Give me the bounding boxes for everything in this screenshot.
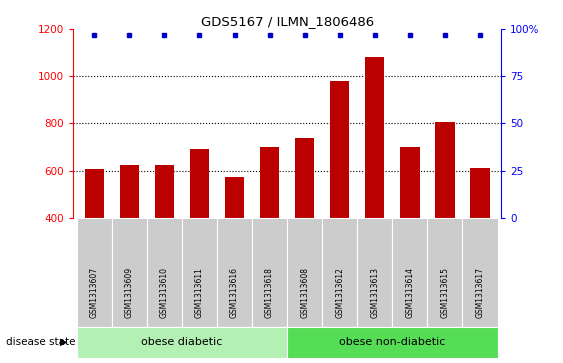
Text: GSM1313616: GSM1313616 <box>230 267 239 318</box>
Bar <box>392 218 427 327</box>
Text: GSM1313610: GSM1313610 <box>160 267 169 318</box>
Bar <box>84 170 104 218</box>
Bar <box>365 57 385 218</box>
Bar <box>77 327 287 358</box>
Bar <box>400 147 419 218</box>
Text: GSM1313607: GSM1313607 <box>90 267 99 318</box>
Text: GSM1313609: GSM1313609 <box>125 267 134 318</box>
Text: disease state: disease state <box>6 337 75 347</box>
Text: ▶: ▶ <box>60 337 68 347</box>
Bar <box>77 218 112 327</box>
Bar <box>462 218 498 327</box>
Bar <box>190 149 209 218</box>
Bar <box>252 218 287 327</box>
Bar <box>120 165 139 218</box>
Text: GSM1313617: GSM1313617 <box>476 267 485 318</box>
Bar <box>330 81 350 218</box>
Text: GSM1313614: GSM1313614 <box>405 267 414 318</box>
Bar <box>147 218 182 327</box>
Bar <box>112 218 147 327</box>
Text: GSM1313618: GSM1313618 <box>265 267 274 318</box>
Bar <box>287 327 498 358</box>
Bar <box>225 176 244 218</box>
Text: GSM1313608: GSM1313608 <box>300 267 309 318</box>
Bar <box>358 218 392 327</box>
Bar <box>155 165 174 218</box>
Text: GSM1313612: GSM1313612 <box>335 267 344 318</box>
Bar <box>295 138 314 218</box>
Bar <box>435 122 454 218</box>
Text: GSM1313613: GSM1313613 <box>370 267 379 318</box>
Text: GSM1313615: GSM1313615 <box>440 267 449 318</box>
Bar <box>287 218 322 327</box>
Bar <box>182 218 217 327</box>
Bar <box>470 168 490 218</box>
Bar <box>322 218 358 327</box>
Text: GSM1313611: GSM1313611 <box>195 267 204 318</box>
Text: obese diabetic: obese diabetic <box>141 337 222 347</box>
Bar <box>217 218 252 327</box>
Text: obese non-diabetic: obese non-diabetic <box>339 337 445 347</box>
Title: GDS5167 / ILMN_1806486: GDS5167 / ILMN_1806486 <box>200 15 374 28</box>
Bar <box>427 218 462 327</box>
Bar <box>260 147 279 218</box>
